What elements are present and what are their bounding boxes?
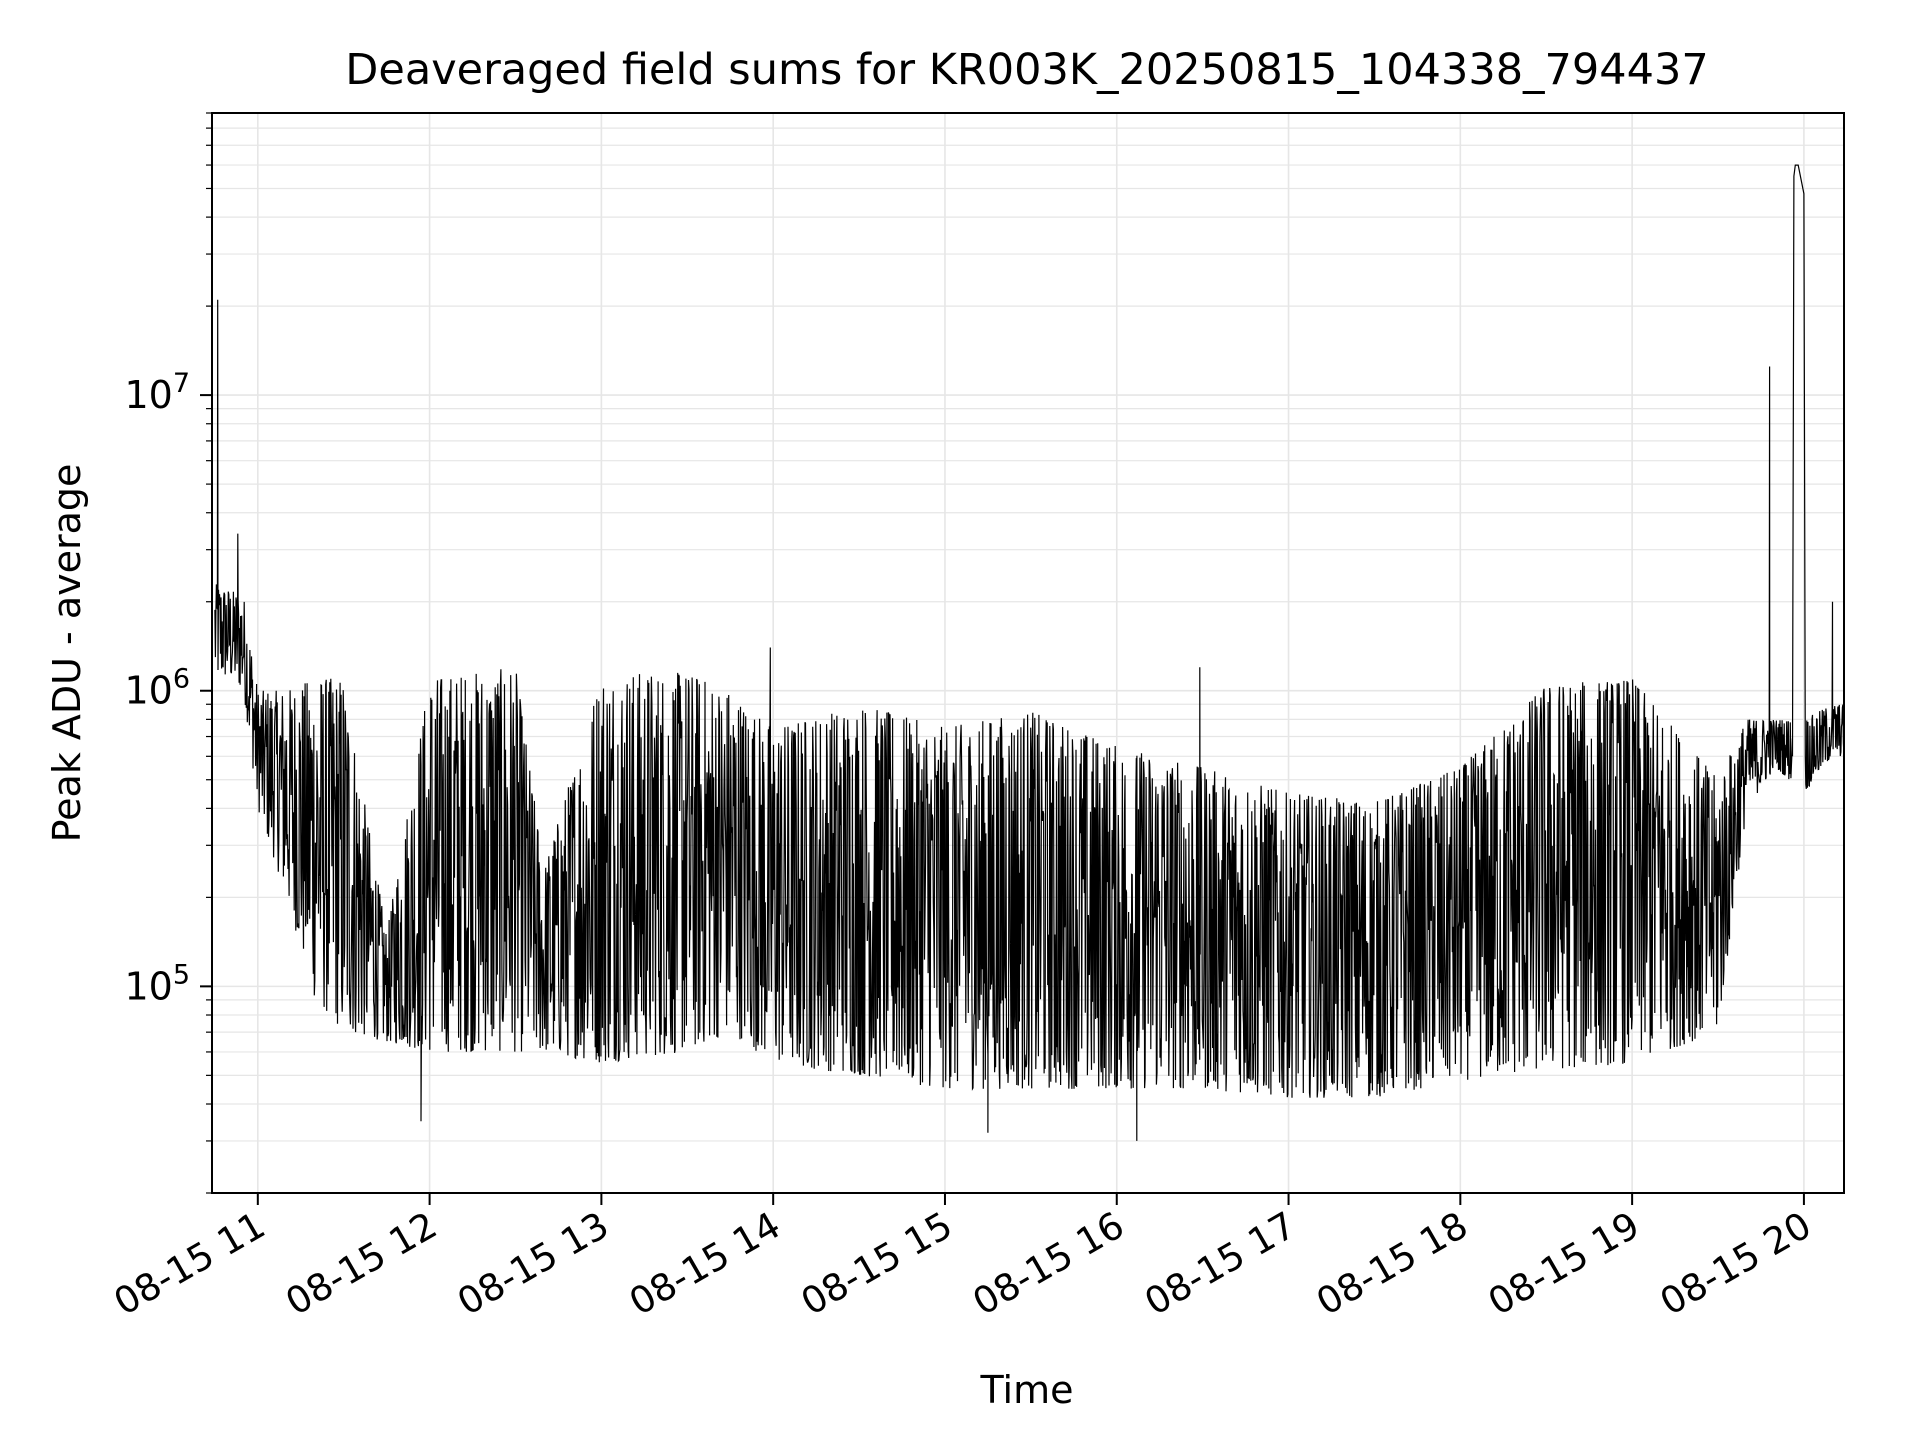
series-line	[214, 164, 1844, 1141]
y-tick-label: 105	[124, 959, 190, 1008]
plot-area	[214, 164, 1844, 1141]
plot-frame	[211, 112, 1845, 1194]
y-axis: 105 106 107	[124, 112, 212, 1194]
y-axis-label: Peak ADU - average	[45, 464, 89, 843]
y-tick-label: 106	[124, 664, 190, 713]
y-tick-label: 107	[124, 368, 190, 417]
chart-title: Deaveraged field sums for KR003K_2025081…	[345, 45, 1708, 95]
x-axis-label: Time	[980, 1368, 1074, 1412]
